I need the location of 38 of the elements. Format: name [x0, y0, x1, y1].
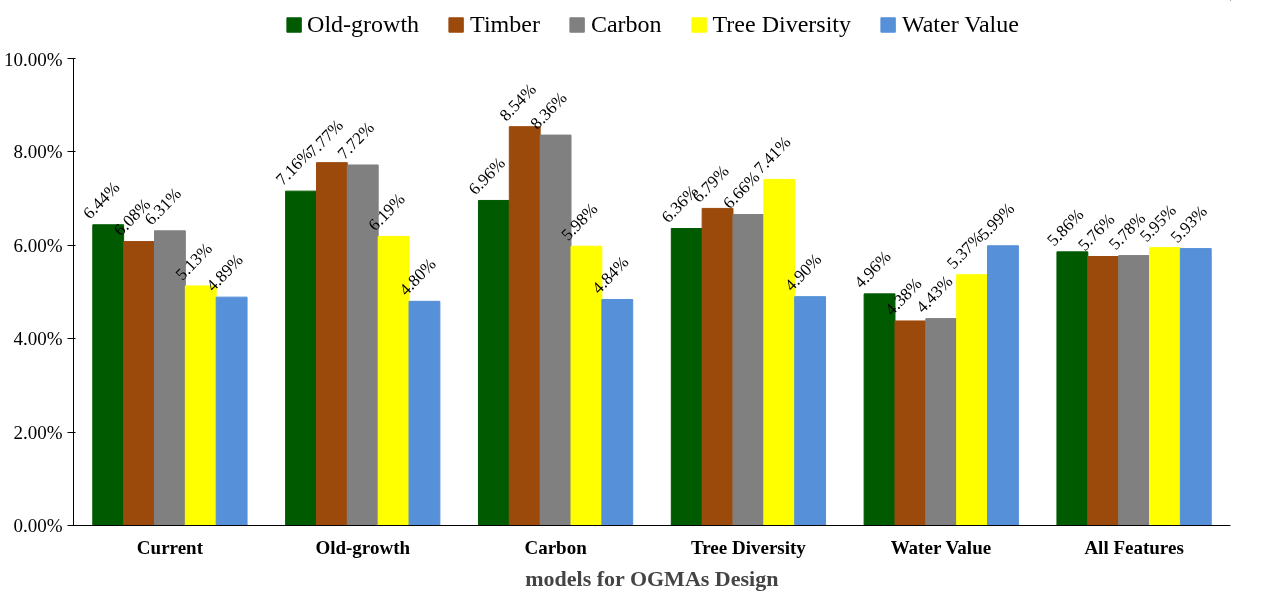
- x-tick-label: Current: [136, 536, 204, 558]
- bar: [215, 296, 248, 526]
- bar: [925, 318, 958, 526]
- bar: [1056, 251, 1089, 526]
- bar: [1118, 255, 1151, 526]
- bar: [732, 213, 765, 526]
- legend-label: Tree Diversity: [712, 10, 851, 38]
- bar: [670, 227, 703, 526]
- bar: [701, 207, 734, 526]
- x-axis-title: models for OGMAs Design: [525, 565, 779, 591]
- y-tick-label: 10.00%: [3, 48, 63, 70]
- y-tick-label: 4.00%: [13, 328, 63, 350]
- x-tick-label: All Features: [1084, 536, 1184, 558]
- legend-label: Carbon: [590, 10, 662, 38]
- bar: [894, 320, 927, 526]
- bar: [477, 199, 510, 526]
- bar: [794, 296, 827, 526]
- legend-label: Old-growth: [307, 10, 420, 38]
- bar: [315, 162, 348, 526]
- bar: [1149, 247, 1181, 526]
- bar: [601, 298, 634, 526]
- bar: [956, 274, 989, 526]
- legend-label: Timber: [470, 10, 540, 38]
- bar: [408, 300, 441, 526]
- legend-label: Water Value: [901, 10, 1019, 38]
- bar: [987, 245, 1019, 526]
- bar: [1087, 256, 1120, 526]
- y-tick-label: 8.00%: [13, 141, 63, 163]
- x-tick-label: Water Value: [890, 536, 992, 558]
- x-tick-label: Tree Diversity: [691, 536, 807, 558]
- bar: [285, 190, 317, 526]
- bar: [1179, 248, 1212, 526]
- x-tick-label: Carbon: [524, 536, 588, 558]
- x-tick-label: Old-growth: [315, 536, 411, 558]
- y-tick-label: 6.00%: [13, 234, 63, 256]
- bar: [123, 241, 155, 526]
- y-tick-label: 2.00%: [13, 421, 63, 443]
- y-tick-label: 0.00%: [13, 515, 63, 536]
